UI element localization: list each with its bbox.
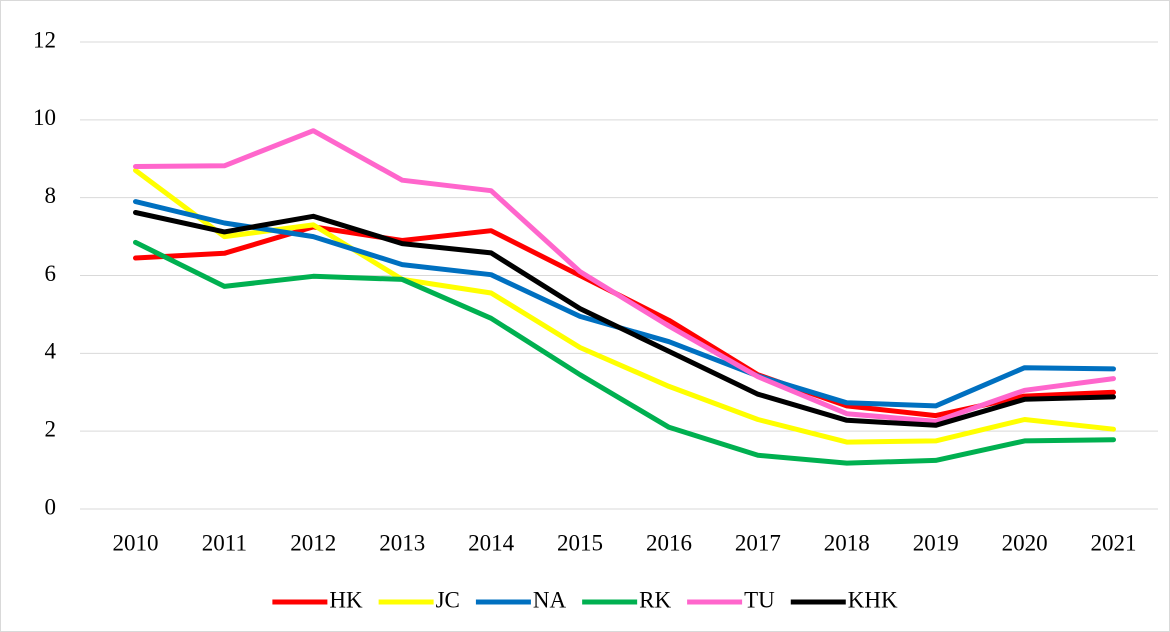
legend-label: RK (639, 587, 671, 612)
series-line (133, 167, 1116, 445)
x-tick-label: 2010 (112, 530, 158, 555)
series-line (133, 239, 1116, 466)
y-tick-label: 2 (45, 416, 57, 441)
y-tick-label: 0 (45, 494, 57, 519)
y-tick-label: 4 (45, 339, 57, 364)
x-tick-label: 2016 (646, 530, 692, 555)
x-tick-label: 2018 (824, 530, 870, 555)
x-tick-label: 2014 (468, 530, 515, 555)
y-tick-label: 12 (33, 27, 56, 52)
x-tick-label: 2015 (557, 530, 603, 555)
y-tick-label: 8 (45, 183, 57, 208)
x-tick-label: 2017 (735, 530, 781, 555)
legend-label: JC (436, 587, 460, 612)
x-tick-label: 2012 (290, 530, 336, 555)
y-tick-label: 10 (33, 105, 56, 130)
legend-label: TU (744, 587, 775, 612)
x-tick-label: 2020 (1002, 530, 1048, 555)
x-tick-label: 2019 (913, 530, 959, 555)
series-line (133, 210, 1116, 428)
x-tick-label: 2011 (202, 530, 247, 555)
x-tick-label: 2021 (1091, 530, 1137, 555)
legend-label: NA (533, 587, 567, 612)
legend-label: HK (329, 587, 363, 612)
legend-label: KHK (848, 587, 898, 612)
x-tick-label: 2013 (379, 530, 425, 555)
y-tick-label: 6 (45, 261, 57, 286)
series-line (133, 128, 1116, 424)
